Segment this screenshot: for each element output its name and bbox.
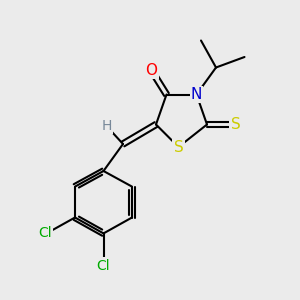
Text: H: H [101,119,112,133]
Text: S: S [231,117,240,132]
Text: S: S [174,140,183,154]
Text: Cl: Cl [38,226,52,240]
Text: Cl: Cl [97,259,110,272]
Text: N: N [191,87,202,102]
Text: O: O [146,63,158,78]
